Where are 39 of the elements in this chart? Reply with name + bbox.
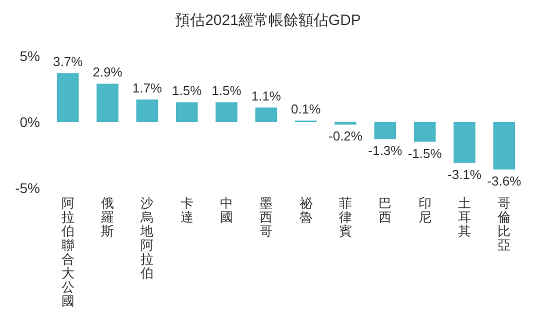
x-tick-label: 哥倫比亞 — [496, 196, 511, 252]
bar — [374, 122, 396, 140]
bar — [255, 107, 278, 122]
x-tick-label: 祕魯 — [299, 196, 312, 224]
x-tick-label: 印尼 — [418, 196, 432, 224]
bar — [96, 84, 118, 122]
x-tick-label: 卡達 — [180, 196, 194, 224]
y-tick-label: 0% — [20, 114, 40, 130]
bar — [176, 102, 198, 122]
data-label: -0.2% — [328, 128, 363, 144]
data-label: 1.7% — [132, 80, 162, 96]
data-label: 1.5% — [172, 83, 202, 98]
bar — [454, 122, 476, 163]
x-tick-label: 俄羅斯 — [101, 196, 114, 238]
data-label: 2.9% — [92, 64, 123, 80]
bar — [216, 102, 238, 122]
x-tick-label: 阿拉伯聯合大公國 — [60, 196, 74, 308]
data-label: 0.1% — [291, 102, 322, 117]
x-tick-label: 土耳其 — [458, 196, 471, 238]
data-label: 1.1% — [251, 88, 282, 104]
bar — [414, 122, 436, 142]
y-tick-label: -5% — [15, 180, 40, 196]
chart-title: 預估2021經常帳餘額佔GDP — [175, 12, 361, 29]
data-label: -3.6% — [487, 174, 522, 189]
bar — [493, 122, 516, 170]
x-tick-label: 巴西 — [378, 196, 392, 224]
data-label: -1.5% — [408, 146, 442, 161]
bar — [136, 100, 158, 122]
x-tick-label: 墨西哥 — [260, 196, 273, 238]
data-label: -3.1% — [448, 166, 482, 182]
y-tick-label: 5% — [20, 48, 40, 64]
x-tick-label: 菲律賓 — [339, 196, 352, 238]
data-label: 3.7% — [53, 54, 84, 70]
data-label: -1.3% — [368, 143, 403, 158]
bar — [334, 122, 356, 125]
x-tick-label: 中國 — [220, 196, 233, 224]
data-label: 1.5% — [212, 83, 242, 98]
bar — [56, 73, 79, 122]
x-tick-label: 沙烏地阿拉伯 — [140, 196, 154, 280]
